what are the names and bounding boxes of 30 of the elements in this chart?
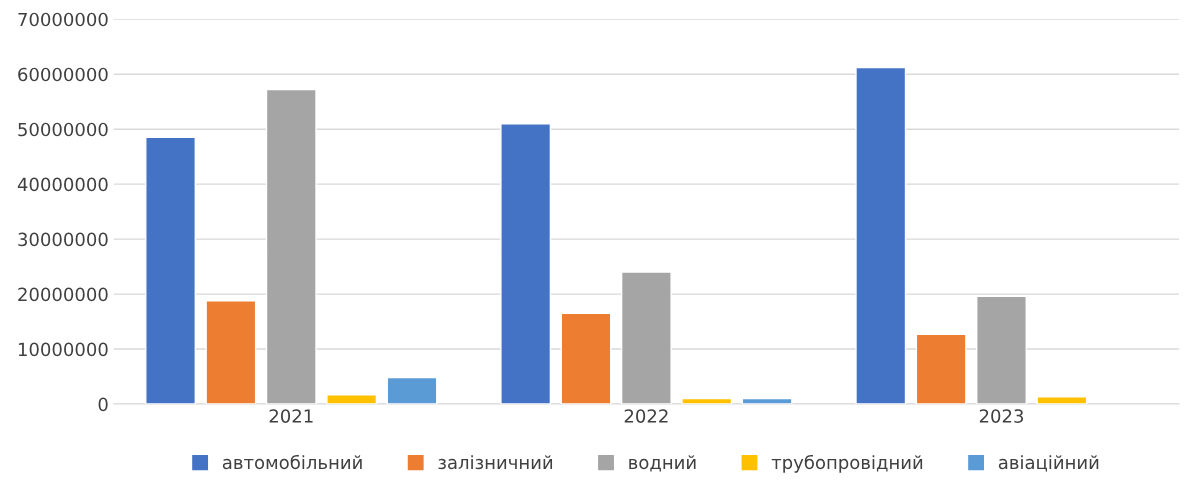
legend-label: водний xyxy=(629,455,696,472)
bar xyxy=(741,397,793,405)
y-tick-label: 70000000 xyxy=(18,12,108,27)
x-tick-label: 2021 xyxy=(269,409,313,423)
y-tick-label: 60000000 xyxy=(18,67,108,82)
legend-label: авіаційний xyxy=(998,455,1099,472)
bar xyxy=(326,393,378,405)
bar xyxy=(205,299,257,405)
y-tick-label: 30000000 xyxy=(18,232,108,247)
x-tick-label: 2022 xyxy=(624,409,668,423)
bar xyxy=(620,271,672,405)
y-tick-label: 20000000 xyxy=(18,287,108,302)
y-tick-label: 40000000 xyxy=(17,177,108,192)
bar xyxy=(915,333,967,405)
bar xyxy=(1036,396,1088,405)
bar xyxy=(500,122,552,405)
bar xyxy=(681,397,733,405)
bar xyxy=(386,376,438,405)
legend-label: залізничний xyxy=(438,455,553,470)
y-tick-label: 50000000 xyxy=(18,122,108,137)
bar xyxy=(855,66,907,405)
bar xyxy=(560,312,612,405)
bar xyxy=(976,295,1027,405)
bar xyxy=(145,136,196,405)
bar xyxy=(265,88,317,405)
legend-label: автомобільний xyxy=(222,454,362,470)
y-tick-label: 10000000 xyxy=(18,342,108,357)
y-tick-label: 0 xyxy=(98,397,108,412)
legend-label: трубопровідний xyxy=(771,454,923,473)
x-tick-label: 2023 xyxy=(979,409,1024,423)
